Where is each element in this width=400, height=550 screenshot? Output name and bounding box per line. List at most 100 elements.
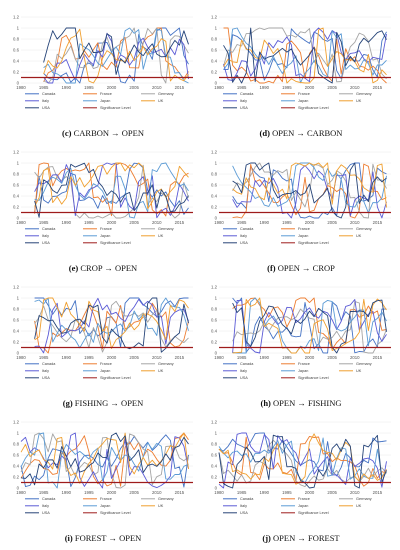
legend-label: Germany [158,92,174,96]
panel-letter: (e) [68,263,79,273]
chart-panel: 0 0.2 0.4 0.6 0.8 1 1.2 1980 1985 1990 1995 2000 200… [5,275,201,410]
series-line-japan [43,27,189,84]
legend-label: Significance Level [100,511,131,515]
chart-panel: 0 0.2 0.4 0.6 0.8 1 1.2 1980 1985 1990 1995 2000 200… [203,140,399,275]
panel-title: CARBON → OPEN [71,128,144,138]
series-line-uk [223,27,387,84]
panel-letter: (d) [259,128,270,138]
x-tick-label: 2015 [373,85,383,90]
y-tick-label: 1.2 [13,150,20,155]
series-line-japan [232,297,387,354]
y-tick-label: 0.2 [211,340,218,345]
series-line-uk [232,297,387,354]
legend-label: Japan [298,369,308,373]
y-tick-label: 1.2 [211,285,218,290]
x-tick-label: 2005 [327,85,337,90]
series-line-uk [232,162,387,208]
chart-svg: 0 0.2 0.4 0.6 0.8 1 1.2 1980 1985 1990 1995 2000 200… [13,150,193,245]
legend-label: France [298,497,310,501]
x-tick-label: 1985 [237,220,247,225]
legend-label: Significance Level [298,241,329,245]
legend-label: Japan [298,99,308,103]
series-line-usa [20,432,189,486]
x-tick-label: 2005 [129,355,139,360]
panel-title: CROP → OPEN [78,263,138,273]
x-tick-label: 1985 [39,220,49,225]
y-tick-label: 0.2 [13,70,20,75]
y-tick-label: 0.8 [211,307,218,312]
x-tick-label: 2015 [175,85,185,90]
x-tick-label: 2000 [305,490,315,495]
y-tick-label: 0.2 [13,340,20,345]
legend-label: USA [240,241,248,245]
y-tick-label: 0.4 [13,329,20,334]
y-tick-label: 0.6 [211,183,218,188]
y-tick-label: 0 [17,216,20,221]
x-tick-label: 1980 [214,355,224,360]
legend-label: Significance Level [298,376,329,380]
x-tick-label: 1985 [237,490,247,495]
legend-label: USA [240,376,248,380]
legend-label: Canada [240,497,254,501]
chart-svg: 0 0.2 0.4 0.6 0.8 1 1.2 1980 1985 1990 1995 2000 200… [211,285,391,380]
y-tick-label: 1.2 [211,420,218,425]
series-line-france [34,162,189,217]
series-line-italy [232,299,387,354]
legend-label: Canada [42,92,56,96]
x-tick-label: 2000 [107,355,117,360]
series-line-germany [34,300,189,353]
y-tick-label: 0.8 [211,172,218,177]
legend-label: Germany [158,227,174,231]
y-tick-label: 0.4 [211,464,218,469]
y-tick-label: 1 [215,26,218,31]
x-tick-label: 1980 [16,490,26,495]
y-tick-label: 1 [17,296,20,301]
legend-label: Japan [298,504,308,508]
legend-label: USA [42,511,50,515]
y-tick-label: 0.4 [211,194,218,199]
chart-svg: 0 0.2 0.4 0.6 0.8 1 1.2 1980 1985 1990 1995 2000 200… [13,285,193,380]
legend-label: France [100,227,112,231]
chart-svg: 0 0.2 0.4 0.6 0.8 1 1.2 1980 1985 1990 1995 2000 200… [211,150,391,245]
legend-label: Italy [42,99,49,103]
x-tick-label: 2000 [305,85,315,90]
y-tick-label: 0.8 [13,37,20,42]
chart-svg: 0 0.2 0.4 0.6 0.8 1 1.2 1980 1985 1990 1995 2000 200… [13,15,193,110]
x-tick-label: 1995 [282,85,292,90]
series-line-canada [232,162,387,219]
x-tick-label: 2010 [350,85,360,90]
y-tick-label: 1 [215,161,218,166]
x-tick-label: 2010 [152,85,162,90]
legend-label: Germany [356,362,372,366]
y-tick-label: 0.4 [211,329,218,334]
panel-caption: (f) OPEN → CROP [203,263,399,273]
x-tick-label: 1980 [214,220,224,225]
y-tick-label: 0.2 [211,205,218,210]
y-tick-label: 0 [215,351,218,356]
x-tick-label: 2005 [327,355,337,360]
series-line-italy [43,32,189,84]
legend-label: Japan [100,504,110,508]
legend-label: France [298,227,310,231]
x-tick-label: 1995 [84,85,94,90]
series-line-canada [20,434,189,488]
x-tick-label: 1985 [39,85,49,90]
y-tick-label: 0.6 [211,48,218,53]
series-line-uk [218,433,387,485]
y-tick-label: 0.8 [13,172,20,177]
x-tick-label: 1995 [282,220,292,225]
panel-caption: (c) CARBON → OPEN [5,128,201,138]
x-tick-label: 1985 [39,355,49,360]
y-tick-label: 1 [17,161,20,166]
series-line-usa [218,434,387,489]
legend-label: USA [240,106,248,110]
series-line-germany [232,162,387,219]
legend-label: UK [158,99,164,103]
y-tick-label: 0.2 [211,70,218,75]
x-tick-label: 1990 [259,490,269,495]
y-tick-label: 1.2 [211,150,218,155]
y-tick-label: 0.2 [13,205,20,210]
x-tick-label: 2000 [107,85,117,90]
x-tick-label: 2015 [175,490,185,495]
x-tick-label: 1990 [61,220,71,225]
